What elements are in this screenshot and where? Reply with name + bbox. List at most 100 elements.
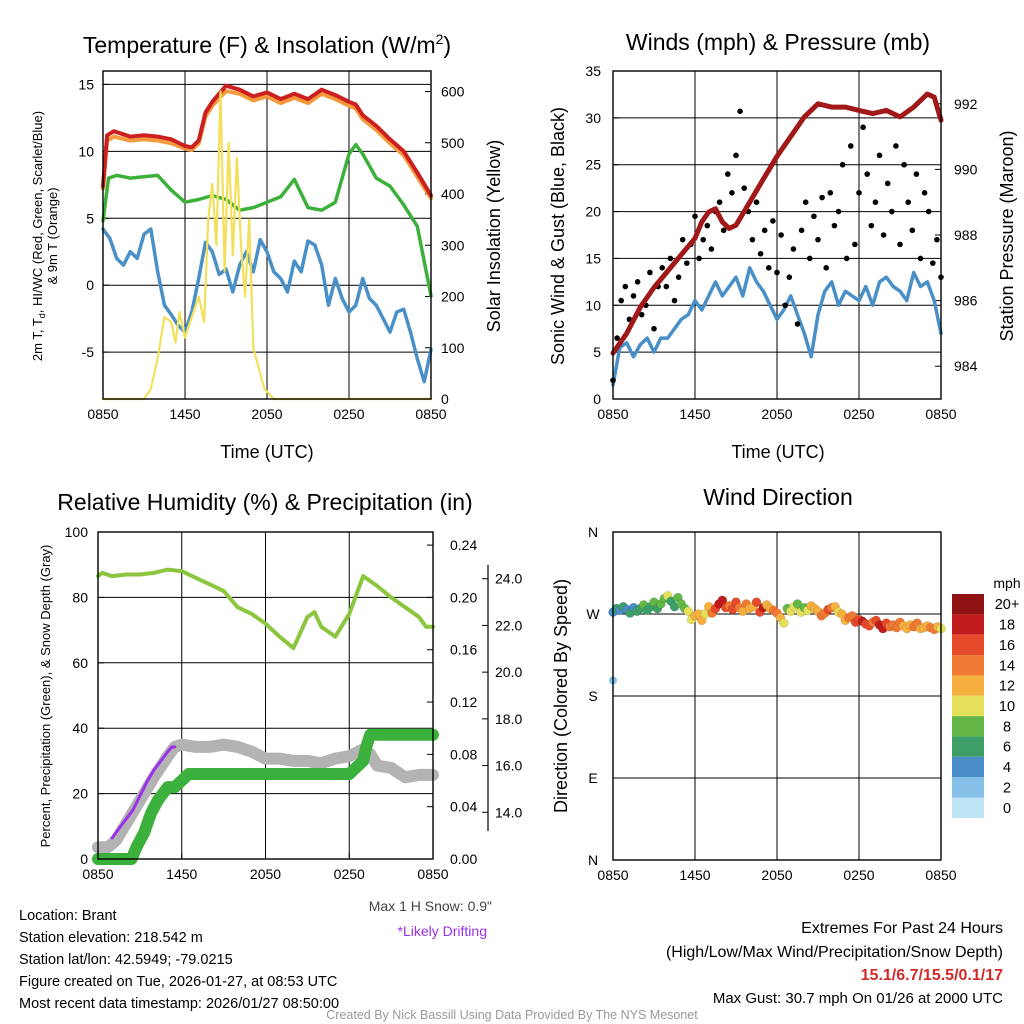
colorbar-label: 6: [1003, 740, 1011, 756]
dir-ytick-label: E: [588, 770, 597, 786]
winds-gust-point: [794, 321, 801, 327]
rh-series-snow-depth: [92, 738, 439, 854]
winds-gust-point: [766, 265, 772, 271]
winds-gust-point: [925, 208, 932, 215]
winds-gust-point: [770, 218, 776, 224]
colorbar-label: 10: [999, 699, 1015, 715]
drifting-note: *Likely Drifting: [398, 923, 487, 939]
rh-precip-tick-label: 0.04: [450, 799, 477, 815]
winds-gust-point: [782, 302, 788, 309]
winds-ytick-label: 30: [585, 110, 601, 126]
winds-ytick-right-label: 986: [954, 293, 978, 309]
dir-ytick-label: W: [586, 606, 600, 622]
winds-gust-point: [663, 283, 670, 290]
colorbar-label: 18: [999, 618, 1015, 634]
winds-gust-point: [729, 190, 735, 196]
winds-gust-point: [913, 171, 920, 177]
dir-xtick-label: 2050: [761, 867, 792, 883]
winds-gust-point: [893, 143, 899, 149]
temp-series-green: [101, 142, 433, 298]
winds-gust-point: [815, 236, 821, 243]
temp-series-orange: [101, 89, 433, 201]
winds-gust-point: [786, 274, 793, 280]
winds-gust-point: [934, 236, 940, 243]
winds-gust-point: [757, 250, 764, 257]
winds-gust-point: [614, 335, 620, 341]
winds-gust-point: [872, 199, 879, 205]
colorbar-label: 12: [999, 679, 1015, 695]
winds-xtick-label: 0850: [925, 406, 956, 422]
winds-xtick-label: 0250: [843, 406, 874, 422]
winds-gust-point: [716, 199, 723, 205]
winds-frame: [612, 70, 942, 400]
station-latlon: Station lat/lon: 42.5949; -79.0215: [19, 952, 233, 968]
rh-ytick-label: 0: [80, 851, 88, 867]
winds-gust-point: [819, 194, 825, 201]
rh-snow-tick-label: 24.0: [495, 571, 522, 587]
dir-point: [779, 618, 789, 628]
temp-ytick-right-label: 0: [441, 391, 449, 407]
temp-ytick-right-label: 200: [441, 289, 465, 305]
winds-ytick-label: 25: [585, 157, 601, 173]
dir-frame: [612, 531, 942, 861]
temp-ytick-label: 10: [78, 143, 94, 159]
colorbar-swatch: [952, 736, 984, 757]
winds-gust-point: [917, 255, 924, 262]
temp-ytick-right-label: 600: [441, 84, 465, 100]
winds-gust-point: [638, 311, 645, 318]
rh-xtick-label: 2050: [250, 866, 281, 882]
rh-snow-tick-label: 18.0: [495, 711, 522, 727]
winds-gust-point: [634, 279, 641, 285]
winds-gust-point: [622, 283, 629, 290]
colorbar-label: 14: [999, 658, 1015, 674]
rh-series-precip: [92, 728, 439, 865]
rh-ytick-label: 80: [72, 589, 88, 605]
winds-gust-point: [778, 232, 784, 238]
winds-ytick-right-label: 988: [954, 227, 978, 243]
temp-xtick-label: 2050: [251, 406, 282, 422]
rh-frame: [97, 531, 434, 860]
colorbar-swatch: [952, 716, 984, 737]
rh-ytick-label: 40: [72, 720, 88, 736]
winds-gust-point: [807, 255, 813, 262]
extremes-subheading: (High/Low/Max Wind/Precipitation/Snow De…: [666, 944, 1003, 961]
temp-ytick-right-label: 400: [441, 186, 465, 202]
dir-point: [751, 597, 762, 607]
winds-gust-point: [671, 297, 678, 304]
winds-gust-point: [696, 255, 702, 262]
winds-gust-point: [876, 152, 883, 159]
winds-gust-point: [700, 236, 706, 243]
recent-data: Most recent data timestamp: 2026/01/27 0…: [19, 996, 340, 1012]
temp-ytick-right-label: 300: [441, 237, 465, 253]
dir-xtick-label: 0850: [597, 867, 628, 883]
winds-gust-point: [860, 124, 866, 131]
winds-ylabel-left: Sonic Wind & Gust (Blue, Black): [548, 107, 568, 365]
winds-gust-point: [659, 265, 665, 271]
winds-gust-point: [823, 265, 829, 271]
winds-gust-point: [667, 255, 674, 262]
temperature-plot-area: 0850 1450 2050 0250 0850 -5 0 5 10 15 0 100 200 300 40…: [78, 70, 465, 422]
winds-series-pressure: [610, 91, 944, 356]
winds-gust-point: [708, 246, 715, 252]
winds-gust-point: [831, 222, 838, 229]
winds-gust-point: [889, 208, 895, 215]
winds-gust-point: [725, 171, 731, 177]
temperature-ylabel-left-2: & 9m T (Orange): [45, 187, 60, 284]
winds-ytick-label: 20: [585, 204, 601, 220]
temperature-xlabel: Time (UTC): [220, 442, 313, 462]
max-gust: Max Gust: 30.7 mph On 01/26 at 2000 UTC: [713, 990, 1003, 1007]
winds-plot-area: 0850 1450 2050 0250 085005101520253035984986…: [585, 63, 977, 422]
extremes-block: Extremes For Past 24 Hours (High/Low/Max…: [666, 920, 1003, 1007]
rh-snow-tick-label: 20.0: [495, 664, 522, 680]
colorbar-title: mph: [993, 575, 1020, 591]
temp-ytick-label: 15: [78, 76, 94, 92]
speed-colorbar: mph 20+ 18 16 14 12 10 8 6 4 2 0: [952, 575, 1021, 818]
winds-gust-point: [741, 185, 747, 191]
winds-gust-point: [737, 108, 743, 115]
dir-ytick-label: N: [588, 524, 598, 540]
dir-ytick-label: S: [588, 688, 597, 704]
rh-xtick-label: 1450: [166, 866, 197, 882]
winds-gust-point: [930, 260, 936, 266]
